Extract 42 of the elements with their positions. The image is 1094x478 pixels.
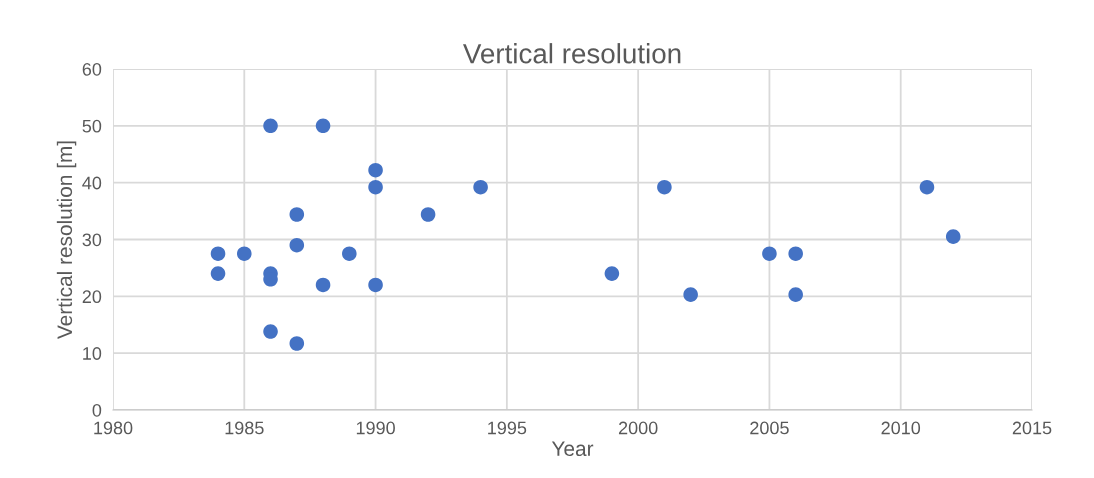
point [368,162,383,178]
point [210,266,226,281]
point [342,246,357,261]
y-tick-label: 10 [83,347,102,360]
point [420,207,436,222]
point [762,246,777,261]
x-tick-label: 2015 [1012,421,1052,435]
x-tick-label: 1980 [94,421,133,435]
x-tick-label: 1995 [488,421,527,435]
y-axis-title: Vertical resolution [m] [56,141,77,339]
y-tick-label: 30 [82,233,102,247]
point [945,229,961,244]
point [315,118,331,134]
y-tick-label: 60 [82,62,102,76]
point [604,266,620,281]
point [657,179,672,195]
point [368,179,383,195]
point [289,237,305,253]
x-tick-label: 2000 [618,421,658,435]
y-tick-label: 50 [82,119,102,133]
point [473,179,488,195]
x-tick-label: 2010 [881,421,921,435]
point [289,336,305,351]
point [210,246,226,261]
point [263,118,278,134]
point [368,277,383,293]
y-tick-label: 0 [92,403,102,417]
point [289,207,305,222]
point [788,246,803,261]
x-tick-label: 2005 [750,421,789,435]
x-tick-label: 1990 [356,421,395,435]
y-tick-label: 40 [82,176,102,190]
point [237,246,252,261]
chart-title: Vertical resolution [463,43,681,64]
point [919,179,935,195]
point [683,287,698,302]
x-axis-title: Year [551,441,594,457]
point [315,277,331,293]
x-tick-label: 1985 [225,421,264,435]
point [263,324,278,339]
y-tick-label: 20 [82,290,102,304]
point [788,287,803,302]
